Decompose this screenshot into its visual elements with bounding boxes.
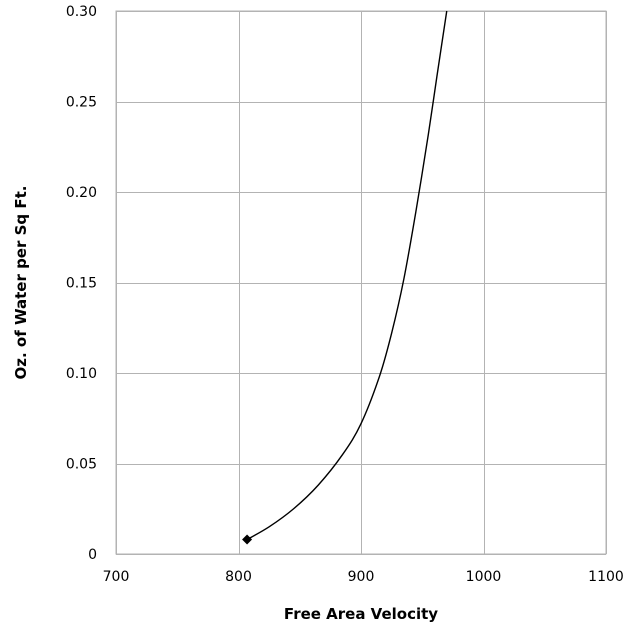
y-tick-label: 0	[88, 547, 97, 563]
y-tick-label: 0.05	[66, 457, 97, 473]
x-tick-label: 900	[348, 569, 375, 585]
x-tick-label: 700	[103, 569, 130, 585]
y-tick-label: 0.20	[66, 185, 97, 201]
diamond-marker	[242, 534, 253, 545]
x-gridlines	[116, 11, 607, 554]
x-tick-label: 800	[225, 569, 252, 585]
x-axis-title: Free Area Velocity	[284, 605, 438, 623]
y-tick-label: 0.15	[66, 276, 97, 292]
x-tick-labels: 700 800 900 1000 1100	[103, 569, 624, 585]
y-tick-label: 0.25	[66, 95, 97, 111]
series-layer	[246, 10, 448, 541]
y-tick-labels: 0 0.05 0.10 0.15 0.20 0.25 0.30	[66, 4, 97, 563]
x-tick-label: 1100	[588, 569, 624, 585]
marker-layer	[242, 534, 253, 545]
x-tick-label: 1000	[466, 569, 502, 585]
plot-area-frame	[115, 10, 607, 555]
series-line	[246, 10, 448, 541]
y-tick-label: 0.10	[66, 366, 97, 382]
y-tick-label: 0.30	[66, 4, 97, 20]
y-axis-title: Oz. of Water per Sq Ft.	[12, 186, 30, 380]
